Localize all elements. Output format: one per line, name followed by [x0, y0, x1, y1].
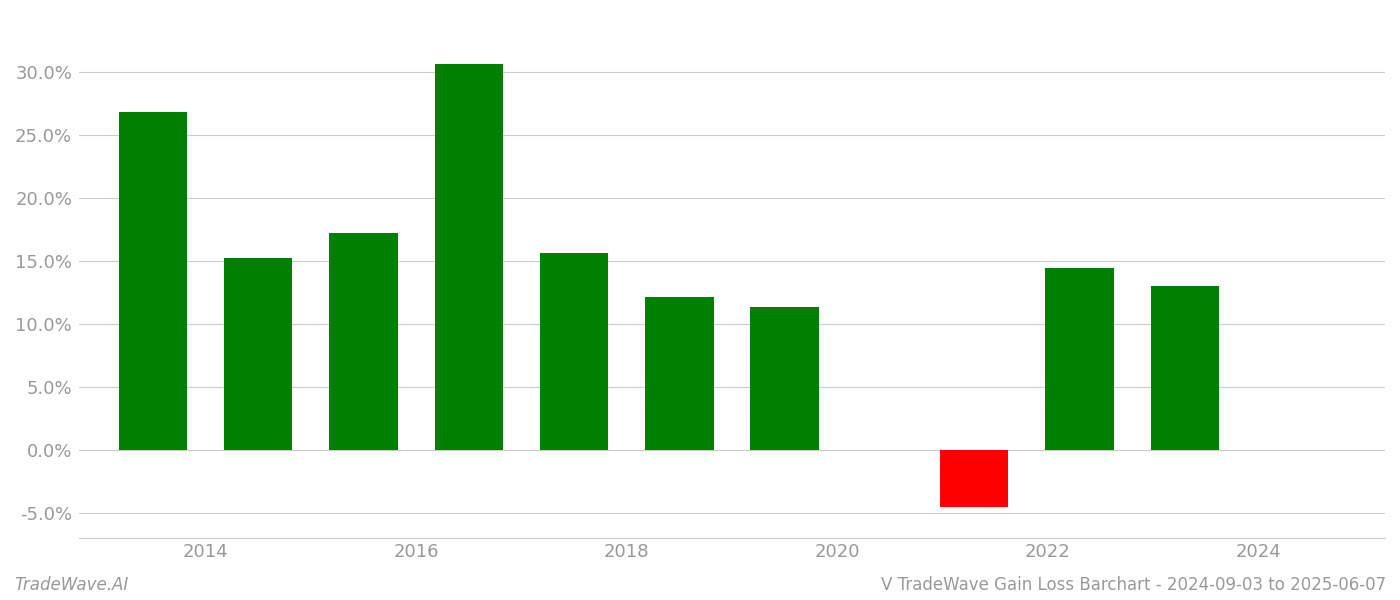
- Bar: [645, 298, 714, 450]
- Bar: [224, 258, 293, 450]
- Bar: [540, 253, 608, 450]
- Text: V TradeWave Gain Loss Barchart - 2024-09-03 to 2025-06-07: V TradeWave Gain Loss Barchart - 2024-09…: [881, 576, 1386, 594]
- Bar: [1151, 286, 1219, 450]
- Bar: [119, 112, 188, 450]
- Text: TradeWave.AI: TradeWave.AI: [14, 576, 129, 594]
- Bar: [750, 307, 819, 450]
- Bar: [939, 450, 1008, 506]
- Bar: [1046, 268, 1114, 450]
- Bar: [434, 64, 503, 450]
- Bar: [329, 233, 398, 450]
